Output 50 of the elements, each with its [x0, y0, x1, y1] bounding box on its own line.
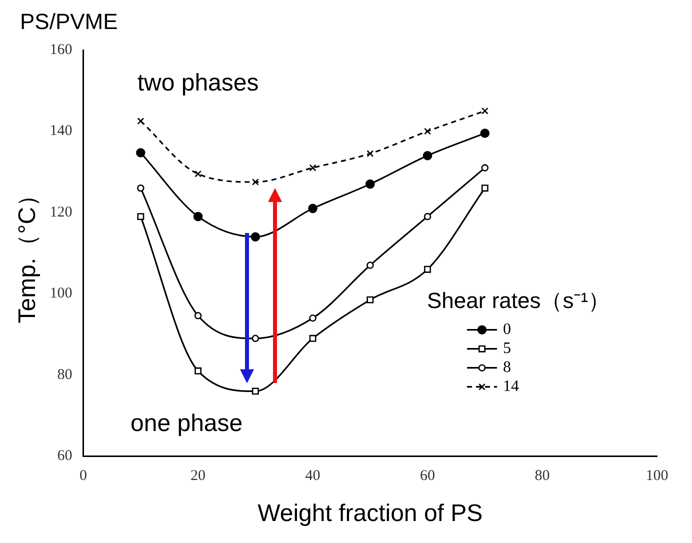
point	[137, 184, 144, 192]
legend-label: 14	[503, 378, 519, 396]
point	[481, 107, 488, 114]
y-tick-label: 80	[57, 366, 72, 383]
x-tick-label: 80	[534, 468, 550, 484]
point	[366, 296, 374, 304]
y-tick-label: 160	[50, 42, 72, 58]
y-tick-label: 120	[50, 204, 72, 220]
point	[250, 232, 260, 242]
y-tick-label: 60	[57, 448, 72, 464]
point	[309, 164, 316, 172]
point	[424, 266, 431, 273]
x-tick-label: 100	[646, 468, 668, 484]
point	[194, 170, 202, 178]
chart-title: PS/PVME	[20, 9, 118, 34]
point	[366, 150, 374, 158]
x-tick-label: 40	[305, 468, 320, 484]
point	[252, 178, 259, 186]
point	[424, 128, 431, 135]
point	[481, 184, 488, 192]
annotation: one phase	[130, 410, 243, 437]
x-tick-label: 60	[420, 468, 436, 484]
point	[309, 334, 316, 342]
point	[366, 179, 375, 189]
point	[137, 213, 144, 220]
point	[424, 212, 432, 220]
y-tick-label: 100	[50, 286, 72, 302]
legend-label: 5	[503, 340, 511, 358]
legend-title: Shear rates（s⁻¹）	[427, 288, 610, 313]
point	[308, 204, 318, 214]
legend-label: 8	[503, 359, 511, 376]
point	[422, 150, 432, 160]
point	[480, 128, 490, 138]
point	[252, 388, 259, 395]
point	[137, 118, 144, 125]
x-tick-label: 0	[80, 468, 88, 484]
point	[193, 212, 203, 222]
point	[194, 367, 202, 374]
point	[309, 314, 316, 322]
y-tick-label: 140	[50, 123, 72, 140]
x-axis-title: Weight fraction of PS	[258, 500, 483, 528]
y-axis-title: Temp.（°C）	[14, 182, 42, 324]
annotation: two phases	[137, 70, 259, 97]
point	[194, 312, 202, 320]
point	[136, 148, 146, 158]
legend-label: 0	[503, 321, 511, 338]
point	[366, 262, 374, 269]
point	[481, 164, 489, 172]
point	[252, 334, 260, 342]
x-tick-label: 20	[190, 468, 206, 484]
